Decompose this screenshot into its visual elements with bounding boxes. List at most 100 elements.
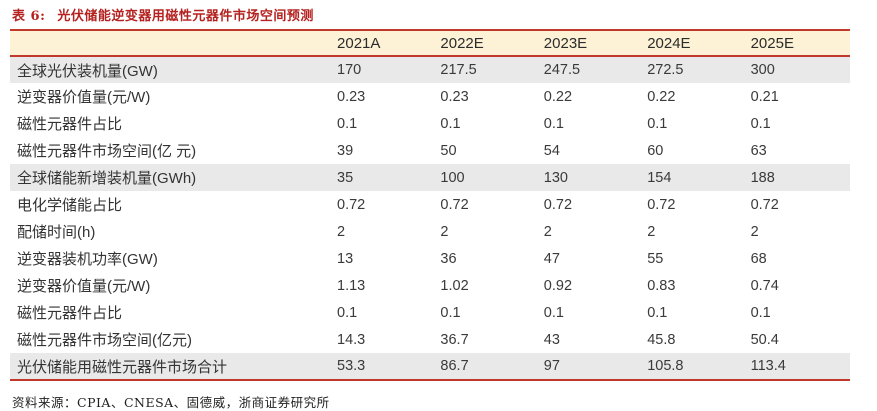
- header-cell-year: 2025E: [750, 34, 794, 52]
- cell-value: 0.1: [337, 115, 358, 132]
- cell-value: 1.02: [440, 277, 469, 294]
- row-label: 逆变器价值量(元/W): [17, 89, 151, 106]
- cell-value: 0.21: [750, 88, 779, 105]
- row-label: 磁性元器件占比: [17, 116, 123, 133]
- cell-value: 0.83: [647, 277, 676, 294]
- table-row: 磁性元器件市场空间(亿元) 14.3 36.7 43 45.8 50.4: [10, 326, 850, 353]
- cell-value: 86.7: [440, 358, 469, 374]
- cell-value: 0.1: [440, 304, 461, 321]
- header-cell-year: 2022E: [440, 34, 484, 52]
- cell-value: 63: [750, 142, 767, 159]
- cell-value: 0.22: [543, 88, 573, 105]
- header-cell-year: 2021A: [337, 34, 381, 52]
- row-label: 电化学储能占比: [17, 197, 123, 214]
- cell-value: 300: [750, 62, 775, 78]
- cell-value: 105.8: [647, 358, 684, 374]
- cell-value: 2: [750, 223, 759, 240]
- cell-value: 39: [337, 142, 354, 159]
- cell-value: 0.23: [440, 88, 469, 105]
- cell-value: 170: [337, 62, 362, 78]
- table-row: 逆变器价值量(元/W) 1.13 1.02 0.92 0.83 0.74: [10, 272, 850, 299]
- table-row: 全球光伏装机量(GW) 170 217.5 247.5 272.5 300: [10, 56, 850, 83]
- cell-value: 14.3: [337, 331, 366, 348]
- table-row: 配储时间(h) 2 2 2 2 2: [10, 218, 850, 245]
- source-label: 资料来源：: [12, 395, 78, 410]
- cell-value: 130: [543, 169, 568, 186]
- cell-value: 47: [543, 250, 560, 267]
- table-row: 全球储能新增装机量(GWh) 35 100 130 154 188: [10, 164, 850, 191]
- forecast-table: 2021A 2022E 2023E 2024E 2025E 全球光伏装机量(GW…: [10, 29, 850, 381]
- header-cell-empty: [10, 30, 333, 56]
- cell-value: 0.1: [750, 304, 771, 321]
- table-row: 磁性元器件市场空间(亿 元) 39 50 54 60 63: [10, 137, 850, 164]
- cell-value: 2: [440, 223, 449, 240]
- cell-value: 0.74: [750, 277, 779, 294]
- cell-value: 13: [337, 250, 354, 267]
- cell-value: 154: [647, 169, 672, 186]
- cell-value: 0.1: [440, 115, 461, 132]
- row-label: 逆变器装机功率(GW): [17, 251, 158, 268]
- cell-value: 2: [543, 223, 552, 240]
- cell-value: 113.4: [750, 358, 786, 374]
- cell-value: 0.92: [543, 277, 573, 294]
- cell-value: 0.72: [440, 196, 469, 213]
- cell-value: 0.72: [750, 196, 779, 213]
- row-label: 光伏储能用磁性元器件市场合计: [17, 358, 228, 376]
- cell-value: 0.72: [647, 196, 676, 213]
- table-row: 磁性元器件占比 0.1 0.1 0.1 0.1 0.1: [10, 299, 850, 326]
- table-title-text: 光伏储能逆变器用磁性元器件市场空间预测: [57, 9, 314, 24]
- cell-value: 50.4: [750, 331, 779, 348]
- cell-value: 0.23: [337, 88, 366, 105]
- source-text: CPIA、CNESA、固德威，浙商证券研究所: [77, 395, 330, 410]
- table-body: 全球光伏装机量(GW) 170 217.5 247.5 272.5 300 逆变器价值量(元…: [10, 56, 850, 380]
- cell-value: 2: [647, 223, 656, 240]
- header-cell-year: 2023E: [543, 34, 588, 52]
- cell-value: 0.1: [647, 304, 668, 321]
- cell-value: 0.72: [543, 196, 573, 213]
- header-row: 2021A 2022E 2023E 2024E 2025E: [10, 30, 850, 56]
- table-row: 光伏储能用磁性元器件市场合计 53.3 86.7 97 105.8 113.4: [10, 353, 850, 380]
- row-label: 磁性元器件市场空间(亿 元): [17, 143, 197, 160]
- cell-value: 36.7: [440, 331, 469, 348]
- cell-value: 0.72: [337, 196, 366, 213]
- table-row: 逆变器价值量(元/W) 0.23 0.23 0.22 0.22 0.21: [10, 83, 850, 110]
- row-label: 配储时间(h): [17, 224, 96, 241]
- cell-value: 53.3: [337, 358, 366, 374]
- table-row: 电化学储能占比 0.72 0.72 0.72 0.72 0.72: [10, 191, 850, 218]
- cell-value: 55: [647, 250, 664, 267]
- cell-value: 68: [750, 250, 767, 267]
- cell-value: 0.22: [647, 88, 676, 105]
- table-number-label: 表 6:: [12, 9, 46, 24]
- cell-value: 35: [337, 169, 354, 186]
- row-label: 全球光伏装机量(GW): [17, 62, 158, 80]
- cell-value: 36: [440, 250, 457, 267]
- cell-value: 45.8: [647, 331, 676, 348]
- cell-value: 217.5: [440, 62, 477, 78]
- row-label: 磁性元器件占比: [17, 305, 123, 322]
- cell-value: 0.1: [543, 115, 564, 132]
- table-header: 2021A 2022E 2023E 2024E 2025E: [10, 30, 850, 56]
- cell-value: 0.1: [543, 304, 564, 321]
- table-row: 磁性元器件占比 0.1 0.1 0.1 0.1 0.1: [10, 110, 850, 137]
- cell-value: 0.1: [647, 115, 668, 132]
- header-cell-year: 2024E: [647, 34, 691, 52]
- cell-value: 50: [440, 142, 457, 159]
- row-label: 逆变器价值量(元/W): [17, 278, 151, 295]
- row-label: 磁性元器件市场空间(亿元): [17, 332, 192, 349]
- cell-value: 272.5: [647, 62, 684, 78]
- row-label: 全球储能新增装机量(GWh): [17, 170, 197, 187]
- cell-value: 188: [750, 169, 775, 186]
- cell-value: 247.5: [543, 62, 581, 78]
- table-row: 逆变器装机功率(GW) 13 36 47 55 68: [10, 245, 850, 272]
- cell-value: 100: [440, 169, 465, 186]
- cell-value: 43: [543, 331, 560, 348]
- cell-value: 2: [337, 223, 346, 240]
- cell-value: 1.13: [337, 277, 366, 294]
- cell-value: 60: [647, 142, 664, 159]
- cell-value: 54: [543, 142, 560, 159]
- cell-value: 0.1: [750, 115, 771, 132]
- source-note: 资料来源：CPIA、CNESA、固德威，浙商证券研究所: [12, 392, 330, 411]
- cell-value: 97: [543, 358, 560, 374]
- table-title: 表 6: 光伏储能逆变器用磁性元器件市场空间预测: [12, 5, 314, 24]
- cell-value: 0.1: [337, 304, 358, 321]
